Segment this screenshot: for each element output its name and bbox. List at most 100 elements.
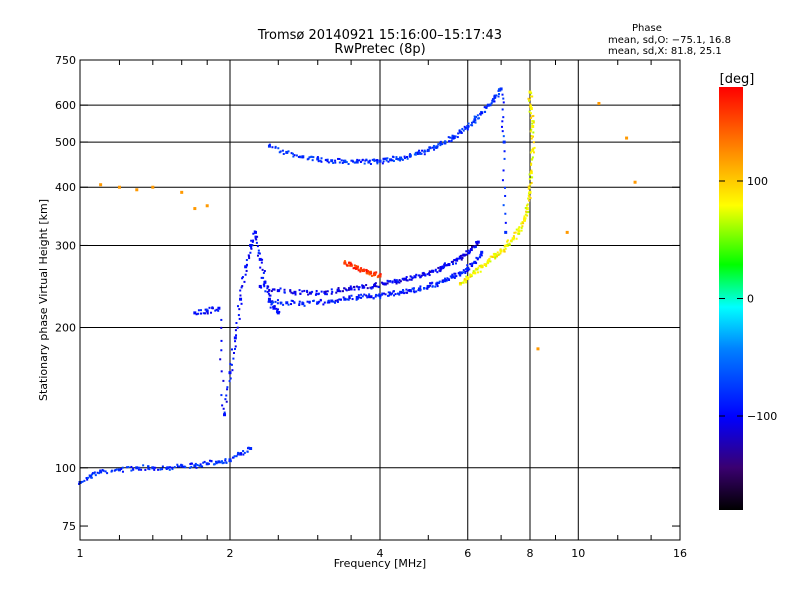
data-point — [354, 267, 357, 270]
data-point — [475, 241, 478, 244]
data-point — [345, 289, 348, 292]
data-point — [327, 161, 330, 164]
data-point — [256, 254, 259, 257]
data-point — [479, 256, 482, 259]
data-point — [127, 466, 130, 469]
data-point — [239, 289, 242, 292]
data-point — [474, 121, 477, 124]
data-point — [277, 147, 280, 150]
data-point — [461, 127, 464, 130]
phase-stats-header: Phase — [632, 23, 662, 34]
data-point — [504, 221, 507, 224]
data-point — [266, 287, 269, 290]
data-point — [232, 357, 235, 360]
data-point — [426, 148, 430, 152]
data-point — [359, 160, 362, 163]
y-tick-label: 400 — [55, 181, 76, 194]
data-point — [262, 276, 265, 279]
data-point — [466, 128, 469, 131]
data-point — [426, 287, 429, 290]
data-point — [530, 176, 533, 179]
data-point — [532, 141, 535, 144]
data-point — [417, 287, 421, 291]
data-point — [135, 466, 139, 470]
data-point — [281, 149, 284, 152]
data-point — [431, 146, 434, 149]
data-point — [530, 169, 533, 172]
data-point — [319, 298, 322, 301]
data-point — [434, 268, 437, 271]
data-point — [228, 458, 232, 462]
data-point — [273, 305, 276, 308]
data-point — [267, 292, 270, 295]
data-point — [200, 312, 203, 315]
data-point — [81, 480, 84, 483]
data-point — [531, 95, 534, 98]
data-point — [370, 296, 373, 299]
data-point — [530, 181, 533, 184]
data-point — [502, 116, 505, 119]
data-point — [497, 95, 500, 98]
data-point — [239, 294, 242, 297]
data-point — [202, 461, 205, 464]
data-point — [373, 271, 376, 274]
data-point — [398, 281, 401, 284]
data-point — [91, 472, 94, 475]
data-point — [496, 255, 499, 258]
data-point — [311, 159, 314, 162]
data-point — [399, 156, 402, 159]
data-point — [344, 261, 347, 264]
data-point — [500, 125, 503, 128]
data-point — [531, 115, 534, 118]
data-point — [455, 258, 459, 262]
data-point — [476, 240, 480, 244]
data-point — [439, 144, 442, 147]
data-point — [291, 300, 294, 303]
data-point — [488, 258, 491, 261]
data-point — [217, 460, 221, 464]
data-point — [355, 295, 359, 299]
data-point — [337, 287, 340, 290]
data-point — [501, 130, 504, 133]
data-point — [278, 289, 281, 292]
data-point — [368, 296, 371, 299]
data-point — [320, 160, 323, 163]
data-point — [86, 478, 89, 481]
data-point — [198, 464, 201, 467]
data-point — [490, 102, 493, 105]
data-point — [234, 345, 237, 348]
data-point — [476, 271, 479, 274]
data-point — [232, 352, 235, 355]
data-point — [531, 119, 534, 122]
data-point — [268, 294, 271, 297]
data-point — [255, 238, 258, 241]
data-point — [311, 290, 314, 293]
data-point — [395, 157, 398, 160]
data-point — [224, 459, 227, 462]
data-point — [499, 249, 502, 252]
data-point — [520, 226, 523, 229]
data-point — [323, 290, 327, 294]
data-point — [301, 302, 305, 306]
data-point — [364, 159, 367, 162]
data-point — [470, 274, 473, 277]
data-point — [344, 159, 347, 162]
data-point — [472, 270, 475, 273]
data-point — [336, 289, 340, 293]
data-point — [135, 188, 139, 192]
data-point — [518, 226, 521, 229]
data-point — [408, 278, 411, 281]
data-point — [161, 465, 164, 468]
data-point — [527, 187, 530, 190]
data-point — [481, 264, 484, 267]
data-point — [365, 284, 368, 287]
data-point — [307, 157, 310, 160]
data-point — [308, 156, 311, 159]
data-point — [475, 267, 478, 270]
x-axis-ticks: 1 2 4 6 8 10 16 — [77, 60, 687, 560]
data-point — [151, 466, 155, 470]
data-point — [343, 297, 347, 301]
data-point — [362, 268, 365, 271]
data-point — [96, 471, 99, 474]
data-point — [244, 273, 247, 276]
